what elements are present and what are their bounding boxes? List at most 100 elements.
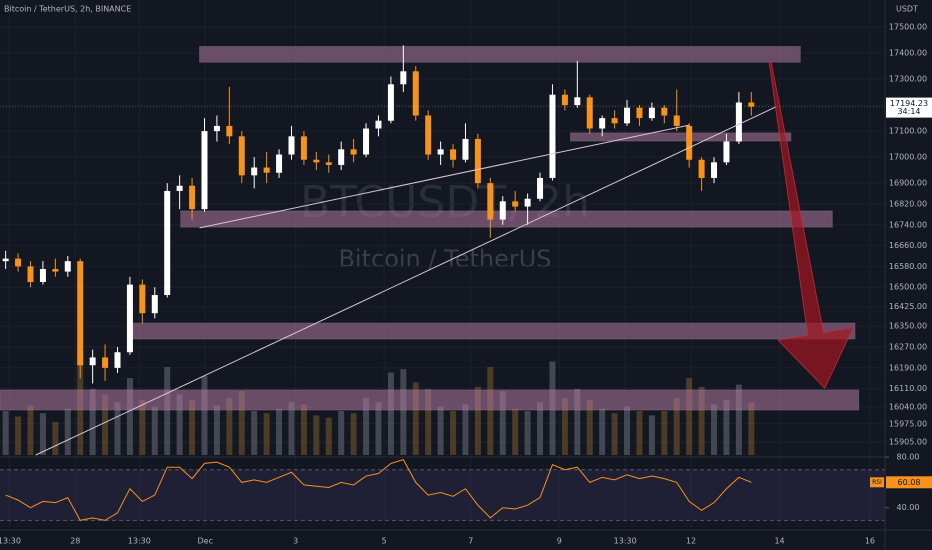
volume-bar (450, 411, 457, 455)
volume-bar (39, 413, 46, 455)
y-tick-label: 16660.00 (889, 241, 927, 250)
candle-body (189, 185, 196, 210)
candle-body (474, 138, 481, 184)
volume-bar (748, 402, 755, 455)
candle-body (325, 162, 332, 165)
candle-body (226, 125, 233, 137)
volume-bar (599, 408, 606, 455)
volume-bar (151, 406, 158, 455)
candle-body (176, 185, 183, 191)
volume-bar (201, 375, 208, 455)
header: Bitcoin / TetherUS, 2h, BINANCE (4, 5, 131, 14)
candle-body (387, 84, 394, 121)
volume-bar (574, 389, 581, 455)
volume-bar (102, 394, 109, 455)
candle-body (400, 71, 407, 85)
y-tick-label: 16580.00 (889, 262, 927, 271)
candle-body (425, 115, 432, 155)
x-tick-label: 9 (557, 537, 562, 546)
y2-tick-label: 40.00 (897, 503, 920, 512)
volume-bar (474, 386, 481, 455)
volume-bar (462, 404, 469, 455)
rsi-label-box (870, 477, 884, 488)
volume-bar (512, 408, 519, 455)
candle-body (412, 71, 419, 116)
candle-body (363, 128, 370, 155)
volume-bar (387, 372, 394, 455)
y2-tick-label: 80.00 (897, 453, 920, 462)
candle-body (537, 177, 544, 199)
candle-body (64, 261, 71, 272)
y-tick-label: 15905.00 (889, 437, 927, 446)
candle-body (636, 107, 643, 119)
candle-body (462, 138, 469, 160)
y-tick-label: 17100.00 (889, 127, 927, 136)
price-zone (127, 322, 856, 340)
countdown: 34:14 (897, 107, 920, 116)
volume-bar (698, 386, 705, 455)
candle-body (611, 118, 618, 124)
rsi-line (5, 459, 752, 521)
candle-body (437, 149, 444, 155)
volume-bar (425, 389, 432, 455)
candle-body (288, 136, 295, 155)
x-tick-label: 28 (70, 537, 80, 546)
candle-body (77, 261, 84, 366)
volume-bar (27, 405, 34, 455)
volume-bar (325, 417, 332, 455)
last-price-label: 17194.23 (890, 99, 928, 108)
candle-body (524, 198, 531, 207)
trendline (35, 106, 777, 456)
volume-bar (686, 378, 693, 455)
volume-bar (350, 413, 357, 455)
candle-body (164, 190, 171, 296)
volume-bar (114, 402, 121, 455)
y-tick-label: 16040.00 (889, 402, 927, 411)
price-zone (570, 132, 792, 142)
candle-body (512, 201, 519, 207)
x-tick-label: 13:30 (128, 537, 151, 546)
trendline (199, 124, 690, 229)
x-tick-label: 14 (774, 537, 784, 546)
y-tick-label: 16500.00 (889, 283, 927, 292)
candle-body (686, 125, 693, 160)
candle-body (89, 357, 96, 366)
candle-body (748, 102, 755, 107)
x-tick-label: 13:30 (0, 537, 21, 546)
candle-body (561, 94, 568, 106)
volume-bar (2, 411, 9, 455)
volume-bar (586, 400, 593, 455)
candle-body (499, 201, 506, 220)
volume-bar (437, 406, 444, 455)
x-tick-label: 7 (468, 537, 473, 546)
last-price-tag (886, 97, 932, 118)
y-tick-label: 16820.00 (889, 199, 927, 208)
volume-bar (288, 402, 295, 455)
volume-bar (238, 391, 245, 455)
volume-bar (313, 415, 320, 455)
candle-body (661, 107, 668, 116)
volume-bar (126, 378, 133, 455)
volume-bar (52, 422, 59, 455)
rsi-value-tag (886, 476, 932, 489)
y-tick-label: 15975.00 (889, 419, 927, 428)
candle-body (450, 149, 457, 160)
volume-bar (213, 405, 220, 455)
volume-bar (661, 411, 668, 455)
y-tick-label: 17500.00 (889, 23, 927, 32)
volume-bar (611, 413, 618, 455)
rsi-value-label: 60.08 (898, 478, 921, 487)
candle-body (586, 97, 593, 129)
volume-bar (189, 400, 196, 455)
volume-bar (648, 415, 655, 455)
volume-bar (338, 411, 345, 455)
y-tick-label: 16110.00 (889, 384, 927, 393)
candle-body (487, 183, 494, 220)
volume-bar (537, 402, 544, 455)
volume-bar (164, 367, 171, 455)
candle-body (338, 149, 345, 165)
x-tick-label: Dec (198, 537, 213, 546)
volume-bar (276, 408, 283, 455)
volume-bar (15, 416, 22, 455)
candle-body (711, 162, 718, 178)
